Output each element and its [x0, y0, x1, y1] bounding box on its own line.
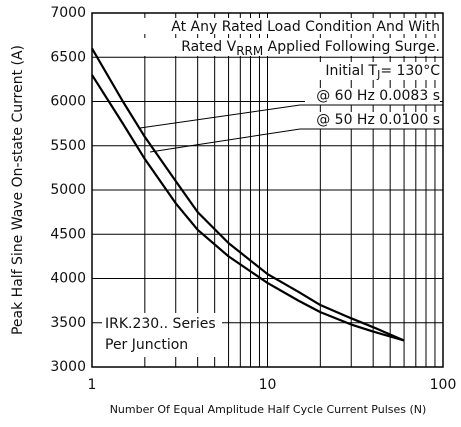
y-tick-label: 7000 [50, 5, 86, 21]
series-line [91, 74, 405, 342]
annotation: Initial TJ= 130°C [325, 63, 440, 81]
x-axis-label: Number Of Equal Amplitude Half Cycle Cur… [110, 403, 427, 416]
y-tick-label: 6500 [50, 49, 86, 65]
y-tick-label: 3500 [50, 315, 86, 331]
label-bg [140, 18, 440, 34]
label-bg [115, 38, 440, 56]
legend-label: @ 50 Hz 0.0100 s [316, 112, 440, 128]
annotation: Initial T [325, 63, 377, 79]
label-bg [102, 313, 222, 357]
legend-label: @ 60 Hz 0.0083 s [316, 88, 440, 104]
annotation: At Any Rated Load Condition And With [171, 19, 440, 35]
annotation: IRK.230.. Series [105, 316, 216, 332]
x-tick-label: 10 [259, 377, 277, 393]
y-tick-label: 4500 [50, 226, 86, 242]
leader-line [139, 104, 301, 129]
annotation: J [376, 68, 380, 81]
annotation: = 130°C [380, 63, 440, 79]
y-tick-label: 4000 [50, 271, 86, 287]
y-tick-label: 6000 [50, 94, 86, 110]
series-line [91, 47, 405, 342]
x-tick-label: 100 [430, 377, 457, 393]
annotations: At Any Rated Load Condition And With Rat… [102, 18, 443, 357]
y-tick-label: 3000 [50, 359, 86, 375]
annotation: Applied Following Surge. [263, 39, 440, 55]
label-bg [305, 112, 440, 129]
y-tick-label: 5000 [50, 182, 86, 198]
annotation: Rated VRRM Applied Following Surge. [181, 39, 440, 58]
annotation: Rated V [181, 39, 236, 55]
leader-line [149, 128, 301, 153]
y-axis-label: Peak Half Sine Wave On-state Current (A) [10, 45, 26, 335]
annotation: RRM [236, 44, 263, 58]
annotation: Per Junction [105, 337, 188, 353]
plot-frame [91, 12, 444, 368]
label-bg [305, 88, 440, 105]
marks [91, 47, 405, 342]
label-bg [305, 62, 440, 80]
y-tick-label: 5500 [50, 138, 86, 154]
x-tick-label: 1 [88, 377, 97, 393]
